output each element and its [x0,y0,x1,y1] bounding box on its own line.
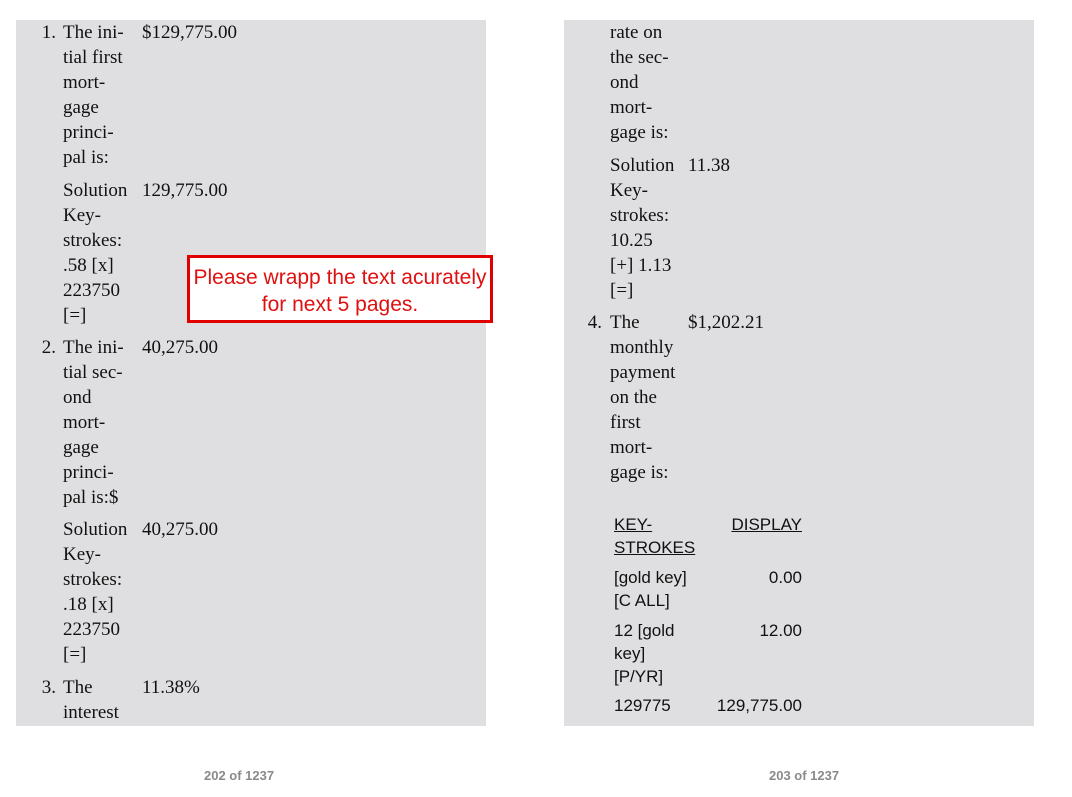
item-text: The interest [63,677,119,723]
item-text: The ini- tial first mort- gage princi- p… [63,22,124,168]
table-row-keys: 129775 [614,696,671,715]
ebook-page-right: rate on the sec- ond mort- gage is: Solu… [564,20,1034,726]
item-value: $129,775.00 [142,22,237,43]
solution-value: 40,275.00 [142,519,218,540]
table-row-keys: [gold key] [C ALL] [614,568,687,610]
solution-value: 11.38 [688,155,731,176]
item-value: $1,202.21 [688,312,764,333]
solution-text: Solution Key- strokes: .58 [x] 223750 [=… [63,180,128,326]
page-number-left: 202 of 1237 [204,768,275,783]
item-number: 2. [41,337,56,358]
table-row-display: 12.00 [759,621,802,640]
item-value: 11.38% [142,677,200,698]
solution-text: Solution Key- strokes: 10.25 [+] 1.13 [=… [610,155,675,301]
annotation-note: Please wrapp the text acurately for next… [187,255,493,323]
solution-value: 129,775.00 [142,180,228,201]
page-number-right: 203 of 1237 [769,768,840,783]
item-value: 40,275.00 [142,337,218,358]
ebook-page-left: 1. The ini- tial first mort- gage princi… [16,20,486,726]
table-row-display: 0.00 [768,568,802,587]
solution-text: Solution Key- strokes: .18 [x] 223750 [=… [63,519,128,665]
item-number: 4. [587,312,602,333]
table-row-display: 129,775.00 [716,696,802,715]
table-row-keys: 12 [gold key] [P/YR] [614,621,675,686]
table-header-display: DISPLAY [731,515,802,534]
table-header-keystrokes: KEY- STROKES [614,515,696,557]
item-number: 1. [41,22,56,43]
item-number: 3. [41,677,56,698]
item-text: The monthly payment on the first mort- g… [610,312,676,483]
item-text: rate on the sec- ond mort- gage is: [610,22,669,143]
item-text: The ini- tial sec- ond mort- gage princi… [63,337,124,508]
